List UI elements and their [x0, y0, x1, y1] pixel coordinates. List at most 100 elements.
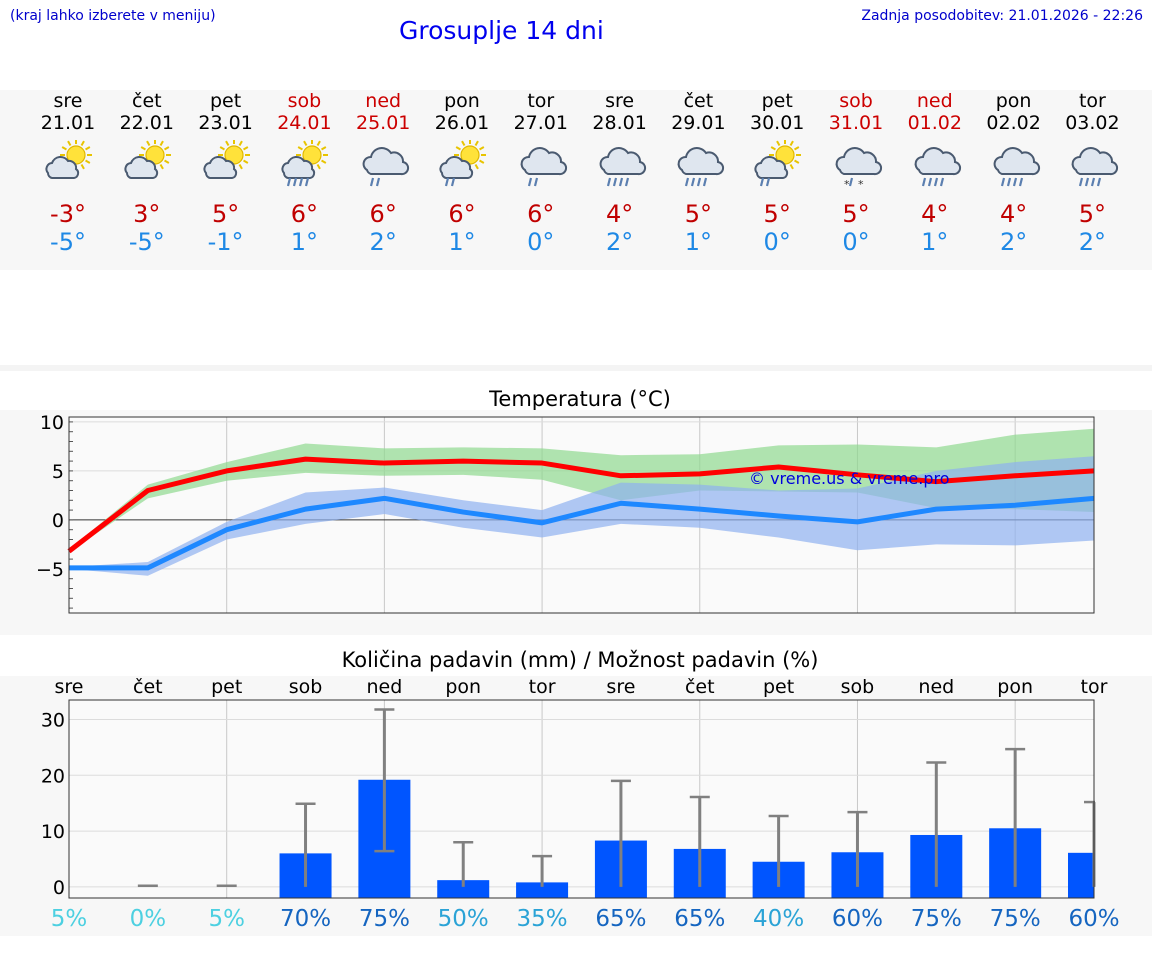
weather-icon-slot	[974, 134, 1054, 200]
temp-max: 5°	[1078, 200, 1107, 228]
temp-min: 0°	[842, 228, 870, 256]
watermark: © vreme.us & vreme.pro	[749, 469, 950, 488]
weather-icon-slot	[895, 134, 975, 200]
error-bar	[453, 840, 474, 887]
day-date: 22.01	[119, 112, 174, 134]
day-column: tor 03.02 5° 2°	[1052, 90, 1132, 256]
temp-min: -5°	[50, 228, 86, 256]
day-name: tor	[527, 90, 555, 112]
precipitation-probability: 75%	[359, 906, 410, 932]
x-category-label: tor	[1081, 676, 1108, 698]
svg-text:*: *	[844, 178, 850, 191]
x-category-label: pon	[445, 676, 481, 698]
day-name: sre	[605, 90, 635, 112]
temperature-chart-title: Temperatura (°C)	[489, 387, 671, 411]
weather-icon-slot	[107, 134, 187, 200]
precipitation-probability: 60%	[1068, 906, 1119, 932]
temp-max: 5°	[211, 200, 240, 228]
precipitation-chart-title: Količina padavin (mm) / Možnost padavin …	[341, 648, 819, 672]
day-name: pet	[761, 90, 793, 112]
day-date: 23.01	[198, 112, 253, 134]
temp-max: 3°	[133, 200, 161, 228]
day-column: sob 31.01 * * 5° 0°	[816, 90, 896, 256]
day-name: čet	[683, 90, 714, 112]
day-column: sre 28.01 4° 2°	[580, 90, 660, 256]
sun-rain-icon	[281, 140, 329, 187]
error-bar	[137, 884, 158, 887]
temp-min: 1°	[921, 228, 949, 256]
x-category-label: ned	[366, 676, 402, 698]
sun-cloud-icon	[124, 140, 171, 179]
error-bar	[689, 795, 710, 887]
temp-min: 1°	[290, 228, 319, 256]
temp-max: 5°	[763, 200, 791, 228]
separator-band	[0, 365, 1152, 371]
day-column: tor 27.01 6° 0°	[501, 90, 581, 256]
day-column: ned 01.02 4° 1°	[895, 90, 975, 256]
temp-min: -1°	[207, 228, 244, 256]
weather-icon-slot	[737, 134, 817, 200]
x-category-label: ned	[918, 676, 954, 698]
cloud-light-rain-icon	[362, 147, 410, 187]
temp-max: 6°	[448, 200, 476, 228]
cloud-rain-icon	[914, 147, 961, 187]
cloud-rain-icon	[678, 147, 725, 187]
temp-min: 2°	[605, 228, 634, 256]
day-column: pon 02.02 4° 2°	[974, 90, 1054, 256]
y-tick-label: 0	[52, 510, 64, 532]
precipitation-probability: 50%	[438, 906, 489, 932]
temp-max: 5°	[842, 200, 870, 228]
page-title: Grosuplje 14 dni	[399, 16, 604, 45]
sun-rain-light-icon	[754, 140, 802, 187]
day-date: 29.01	[671, 112, 726, 134]
precipitation-probability: 5%	[208, 906, 245, 932]
day-column: pon 26.01 6° 1°	[422, 90, 502, 256]
day-name: pon	[995, 90, 1032, 112]
temp-max: 6°	[527, 200, 555, 228]
temp-max: 5°	[684, 200, 713, 228]
precipitation-bar	[1068, 852, 1094, 898]
x-category-label: sre	[606, 676, 635, 698]
day-column: čet 22.01 3° -5°	[107, 90, 187, 256]
day-column: sob 24.01 6° 1°	[264, 90, 344, 256]
plot-frame	[68, 416, 1095, 614]
svg-text:*: *	[858, 178, 864, 191]
day-column: sre 21.01 -3° -5°	[28, 90, 108, 256]
x-category-label: sre	[55, 676, 84, 698]
precipitation-probability: 5%	[51, 906, 88, 932]
plot-frame	[68, 699, 1095, 899]
cloud-sleet-icon: * *	[835, 147, 883, 191]
day-date: 26.01	[434, 112, 490, 134]
temp-max: 6°	[290, 200, 319, 228]
temp-min: 2°	[369, 228, 397, 256]
y-tick-label: 20	[41, 765, 65, 787]
day-date: 21.01	[40, 112, 96, 134]
day-date: 28.01	[592, 112, 647, 134]
day-date: 02.02	[986, 112, 1041, 134]
temp-min: 0°	[527, 228, 555, 256]
error-bar	[295, 802, 316, 887]
day-column: pet 30.01 5° 0°	[737, 90, 817, 256]
day-date: 01.02	[907, 112, 962, 134]
x-category-label: čet	[133, 676, 163, 698]
weather-icon-slot	[422, 134, 502, 200]
temperature-chart: 10 5 0 −5 © vreme.us & vreme.pro	[0, 410, 1152, 635]
cloud-light-rain-icon	[520, 147, 567, 187]
x-category-label: pet	[211, 676, 242, 698]
precipitation-probability: 75%	[911, 906, 962, 932]
weather-icon-slot	[501, 134, 581, 200]
weather-icon-slot	[264, 134, 344, 200]
precipitation-probability: 60%	[832, 906, 883, 932]
weather-icon-slot	[580, 134, 660, 200]
y-tick-label: 0	[53, 877, 65, 899]
day-column: pet 23.01 5° -1°	[186, 90, 266, 256]
sun-cloud-icon	[203, 140, 250, 179]
precipitation-probability: 0%	[130, 906, 167, 932]
error-bar	[532, 854, 553, 887]
temp-max: 4°	[605, 200, 634, 228]
day-column: ned 25.01 6° 2°	[343, 90, 423, 256]
day-date: 24.01	[277, 112, 332, 134]
y-tick-label: −5	[36, 559, 64, 581]
day-date: 30.01	[749, 112, 805, 134]
sun-rain-light-icon	[439, 140, 486, 187]
